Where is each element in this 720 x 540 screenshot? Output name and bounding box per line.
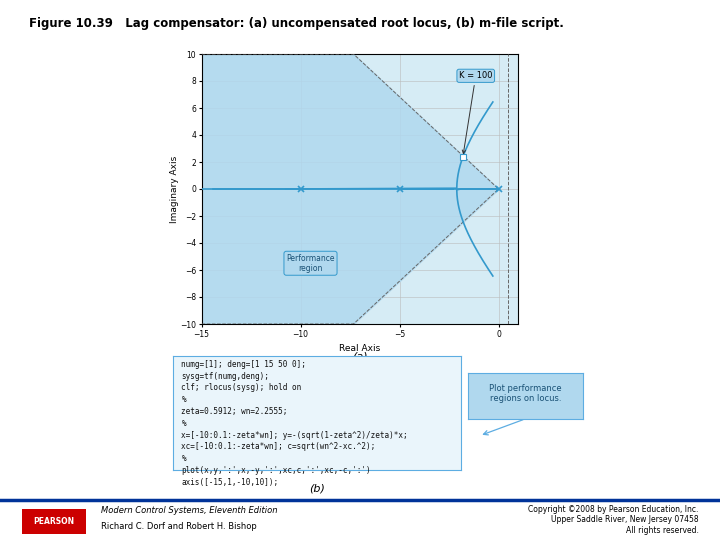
Y-axis label: Imaginary Axis: Imaginary Axis	[170, 156, 179, 222]
Text: (a): (a)	[352, 351, 368, 361]
Text: Modern Control Systems, Eleventh Edition: Modern Control Systems, Eleventh Edition	[101, 506, 277, 515]
Text: Figure 10.39   Lag compensator: (a) uncompensated root locus, (b) m-file script.: Figure 10.39 Lag compensator: (a) uncomp…	[29, 17, 564, 30]
Text: Richard C. Dorf and Robert H. Bishop: Richard C. Dorf and Robert H. Bishop	[101, 522, 256, 531]
X-axis label: Real Axis: Real Axis	[339, 344, 381, 353]
Text: PEARSON: PEARSON	[33, 517, 75, 526]
Text: K = 100: K = 100	[459, 71, 492, 153]
Text: Plot performance
regions on locus.: Plot performance regions on locus.	[490, 384, 562, 403]
Text: numg=[1]; deng=[1 15 50 0];
sysg=tf(numg,deng);
clf; rlocus(sysg); hold on
%
zet: numg=[1]; deng=[1 15 50 0]; sysg=tf(numg…	[181, 360, 408, 487]
Text: (b): (b)	[309, 483, 325, 494]
Text: Performance
region: Performance region	[287, 254, 335, 273]
Text: Copyright ©2008 by Pearson Education, Inc.
Upper Saddle River, New Jersey 07458
: Copyright ©2008 by Pearson Education, In…	[528, 505, 698, 535]
